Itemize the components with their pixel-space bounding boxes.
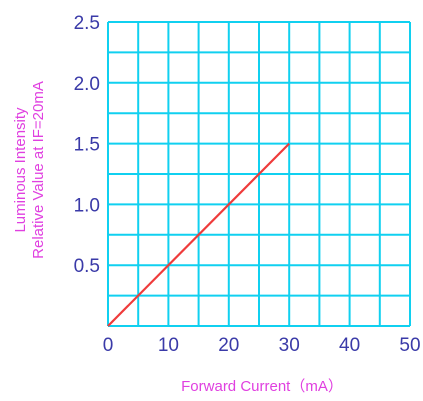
x-tick-label: 50 (399, 335, 420, 356)
x-axis-title: Forward Current（mA） (181, 378, 343, 395)
x-tick-label: 20 (218, 335, 239, 356)
y-tick-label: 1.5 (74, 135, 100, 156)
y-axis-title-line-1: Luminous Intensity (12, 107, 29, 233)
y-tick-label: 2.0 (74, 74, 100, 95)
y-axis-title-line-2: Relative Value at IF=20mA (30, 81, 47, 259)
x-tick-label: 40 (339, 335, 360, 356)
series-line (107, 142, 290, 327)
x-tick-label: 30 (279, 335, 300, 356)
y-axis-ticks: 0.5 1.0 1.5 2.0 2.5 (74, 13, 100, 277)
x-axis-ticks: 0 10 20 30 40 50 (103, 335, 421, 356)
chart-series (107, 142, 290, 327)
y-axis-title: Luminous Intensity Relative Value at IF=… (12, 81, 47, 259)
y-tick-label: 1.0 (74, 195, 100, 216)
chart-grid (107, 21, 411, 327)
y-tick-label: 2.5 (74, 13, 100, 34)
x-tick-label: 0 (103, 335, 114, 356)
x-tick-label: 10 (158, 335, 179, 356)
y-tick-label: 0.5 (74, 256, 100, 277)
